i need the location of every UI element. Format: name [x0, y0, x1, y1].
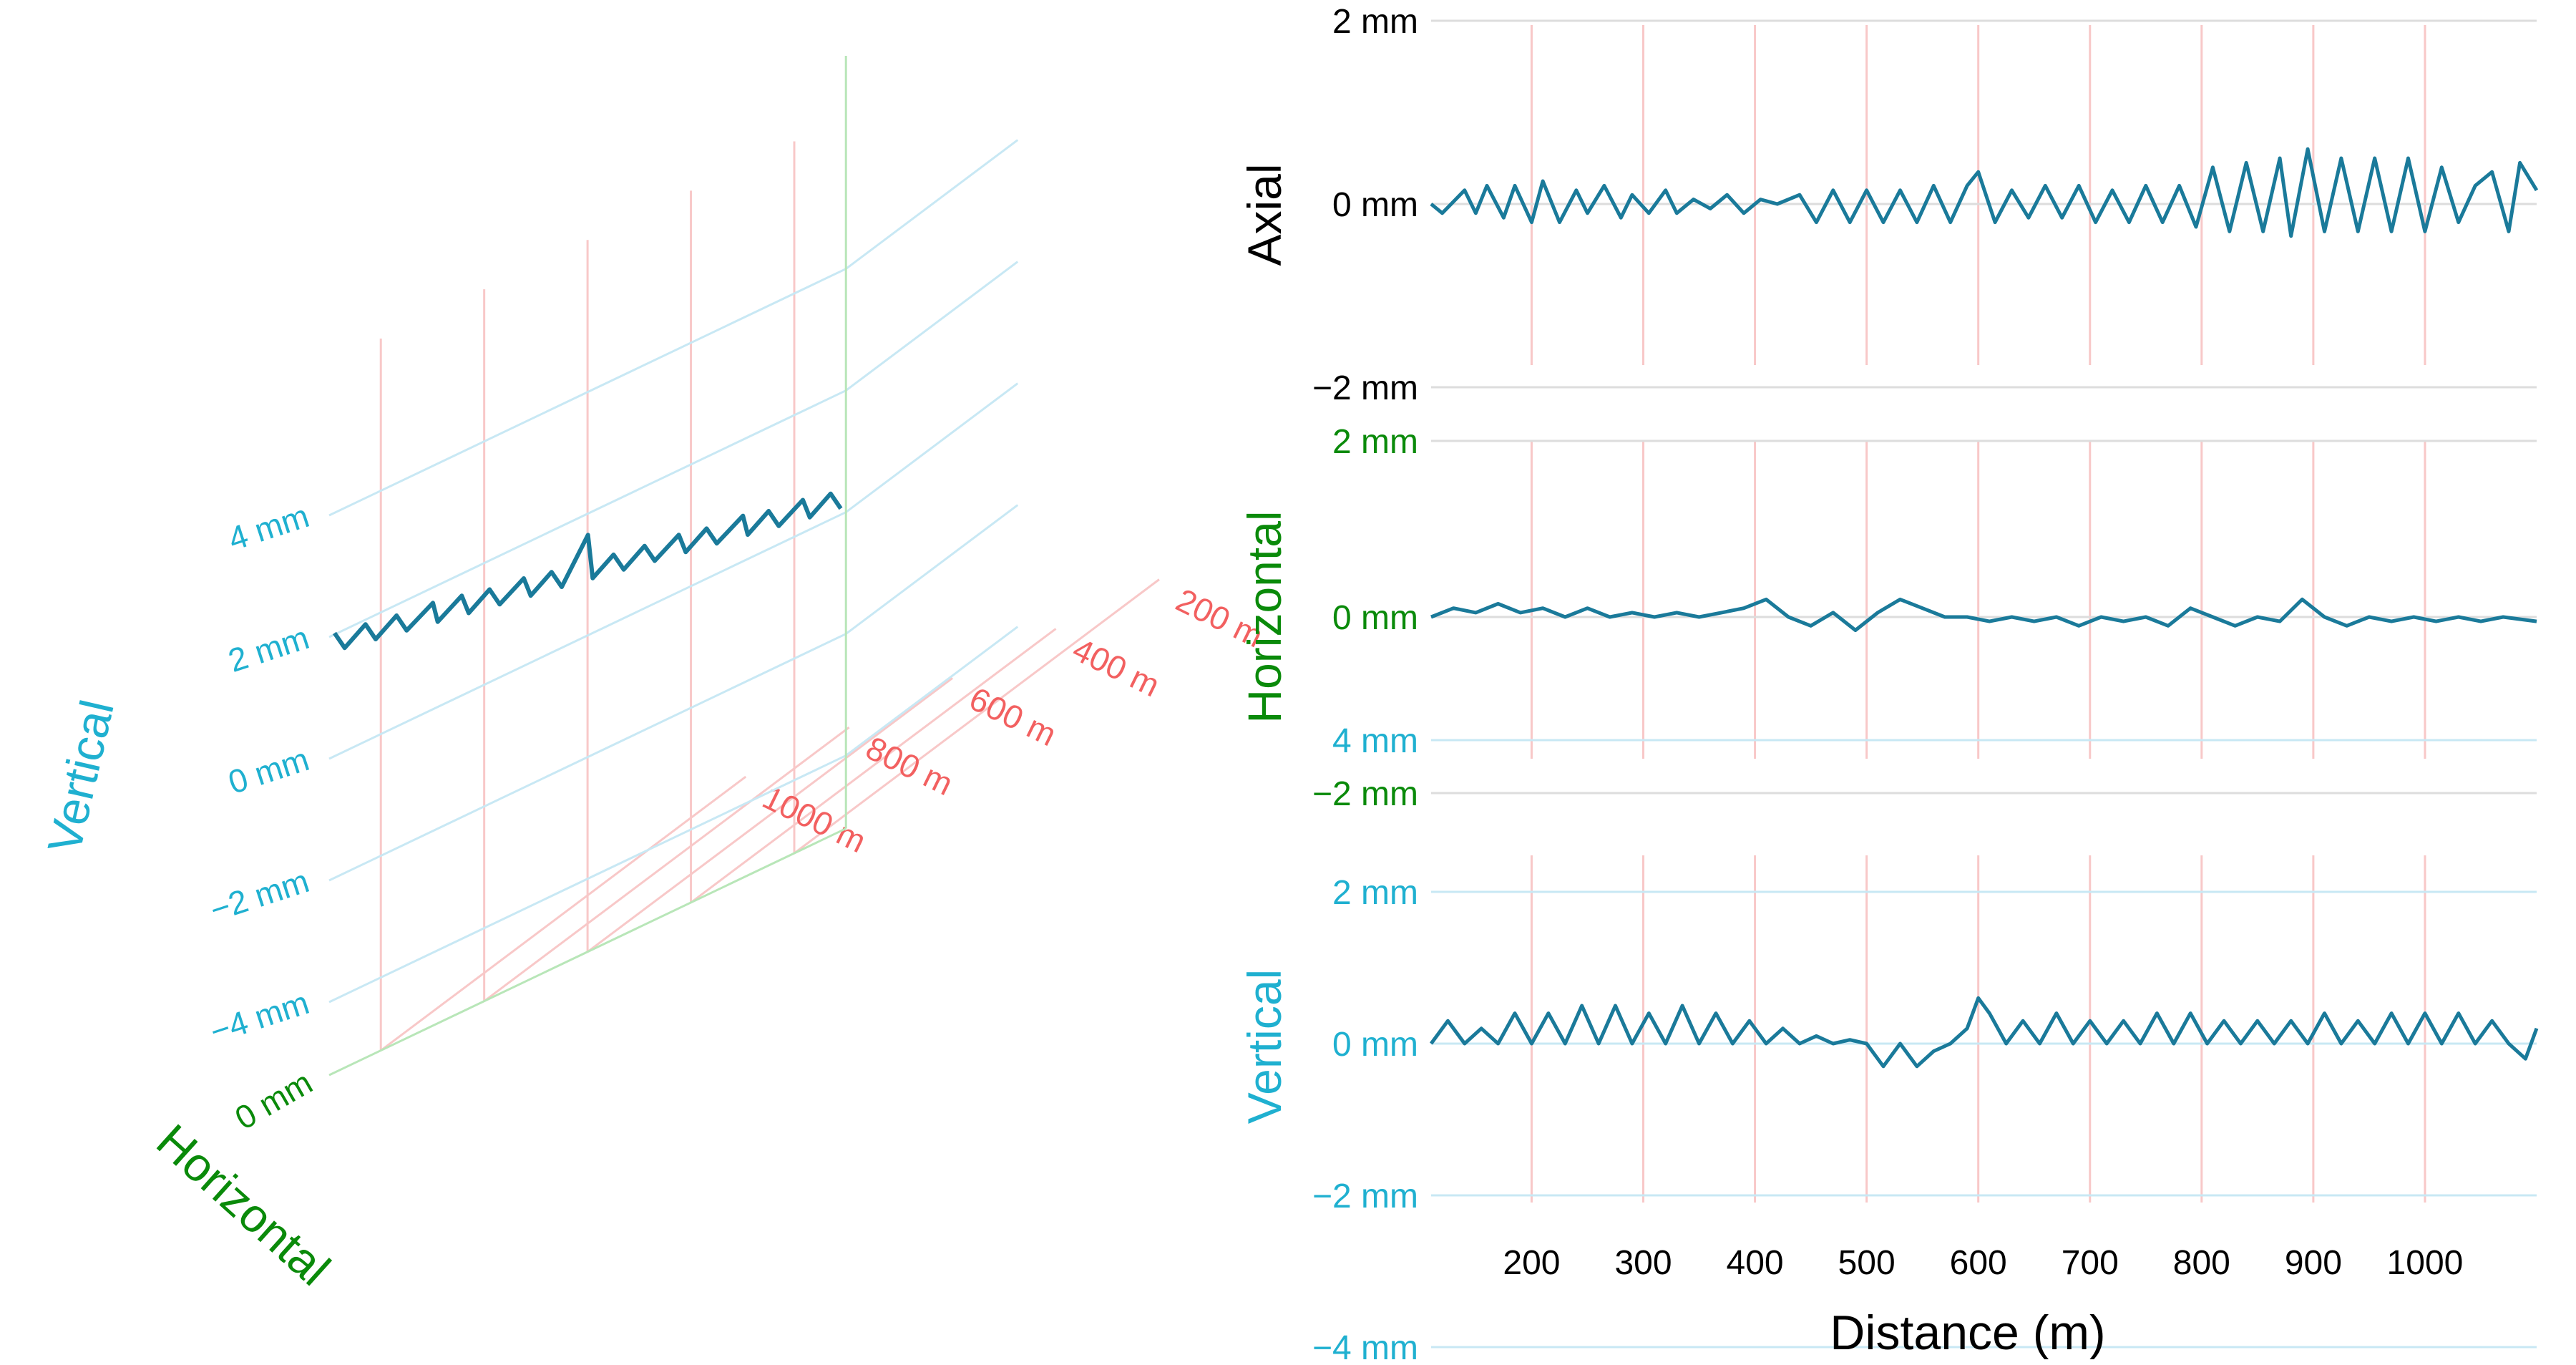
panel-horizontal: 2 mm 0 mm −2 mm [1312, 423, 2537, 813]
x-tick-label: 900 [2285, 1244, 2342, 1282]
gridline-3d-vertical-back [845, 504, 1019, 635]
y-tick-label-3d: −2 mm [205, 862, 313, 928]
gridline-3d-vertical [328, 268, 847, 517]
z-tick-label: 600 m [964, 680, 1063, 754]
x-tick-label: 600 [1950, 1244, 2007, 1282]
gridline-3d-distance-floor [380, 775, 747, 1051]
gridline-3d-vertical [328, 389, 847, 638]
x-tick-label: 400 [1727, 1244, 1784, 1282]
gridline-3d-vertical-back [845, 139, 1019, 270]
gridline-3d-distance-floor [794, 578, 1160, 855]
gridline-3d-vertical-back [845, 261, 1019, 392]
y-tick-label-3d: 2 mm [224, 618, 313, 679]
x-tick-label: 1000 [2387, 1244, 2464, 1282]
gridline-3d-distance-floor [690, 628, 1057, 904]
axis-title-vertical: Vertical [1238, 969, 1291, 1124]
x-tick-label: 700 [2062, 1244, 2119, 1282]
gridline-3d-distance-floor [587, 677, 954, 953]
y-tick-label: 4 mm [1332, 722, 1418, 760]
gridline-3d-vertical [328, 511, 847, 760]
y-tick-label: 0 mm [1332, 1026, 1418, 1064]
y-tick-label: 2 mm [1332, 3, 1418, 41]
gridline-3d-vertical-back [845, 626, 1019, 757]
x-tick-label: 800 [2173, 1244, 2230, 1282]
series-line [1430, 597, 2537, 632]
x-axis-title-distance: Distance (m) [1830, 1306, 2105, 1360]
axis-title-3d-vertical: Vertical [37, 695, 124, 858]
panel-vertical: 4 mm 2 mm 0 mm −2 mm −4 mm 200 300 400 500 600 700… [1312, 722, 2539, 1365]
gridline-3d-vertical [328, 754, 847, 1004]
z-tick-label: 400 m [1067, 631, 1166, 704]
gridline-3d-horizontal [328, 827, 847, 1077]
axis-title-horizontal: Horizontal [1238, 510, 1291, 723]
axis-title-3d-horizontal: Horizontal [147, 1114, 340, 1296]
y-tick-label: −2 mm [1312, 369, 1418, 407]
gridline-3d-vertical-back [845, 382, 1019, 513]
panel-axial: 2 mm 0 mm −2 mm [1312, 3, 2539, 407]
y-tick-label-3d: 0 mm [224, 740, 313, 801]
x-tick-label: 500 [1838, 1244, 1896, 1282]
y-tick-label: −2 mm [1312, 775, 1418, 813]
y-tick-label-3d: −4 mm [205, 983, 313, 1050]
y-tick-label: 2 mm [1332, 874, 1418, 912]
y-tick-label: −2 mm [1312, 1177, 1418, 1215]
series-line-3d [333, 491, 843, 651]
series-line [1429, 996, 2539, 1069]
gridline-3d-distance-floor [483, 726, 850, 1002]
x-tick-label-3d: 0 mm [228, 1064, 318, 1137]
series-line [1430, 147, 2539, 238]
x-tick-label: 300 [1614, 1244, 1672, 1282]
y-tick-label: 0 mm [1332, 186, 1418, 224]
y-tick-label: 2 mm [1332, 423, 1418, 461]
y-tick-label-3d: 4 mm [224, 497, 313, 558]
y-tick-label: 0 mm [1332, 599, 1418, 637]
y-tick-label: −4 mm [1312, 1329, 1418, 1365]
x-tick-label: 200 [1503, 1244, 1560, 1282]
gridline-3d-vertical [328, 633, 847, 882]
axis-title-axial: Axial [1238, 163, 1291, 266]
